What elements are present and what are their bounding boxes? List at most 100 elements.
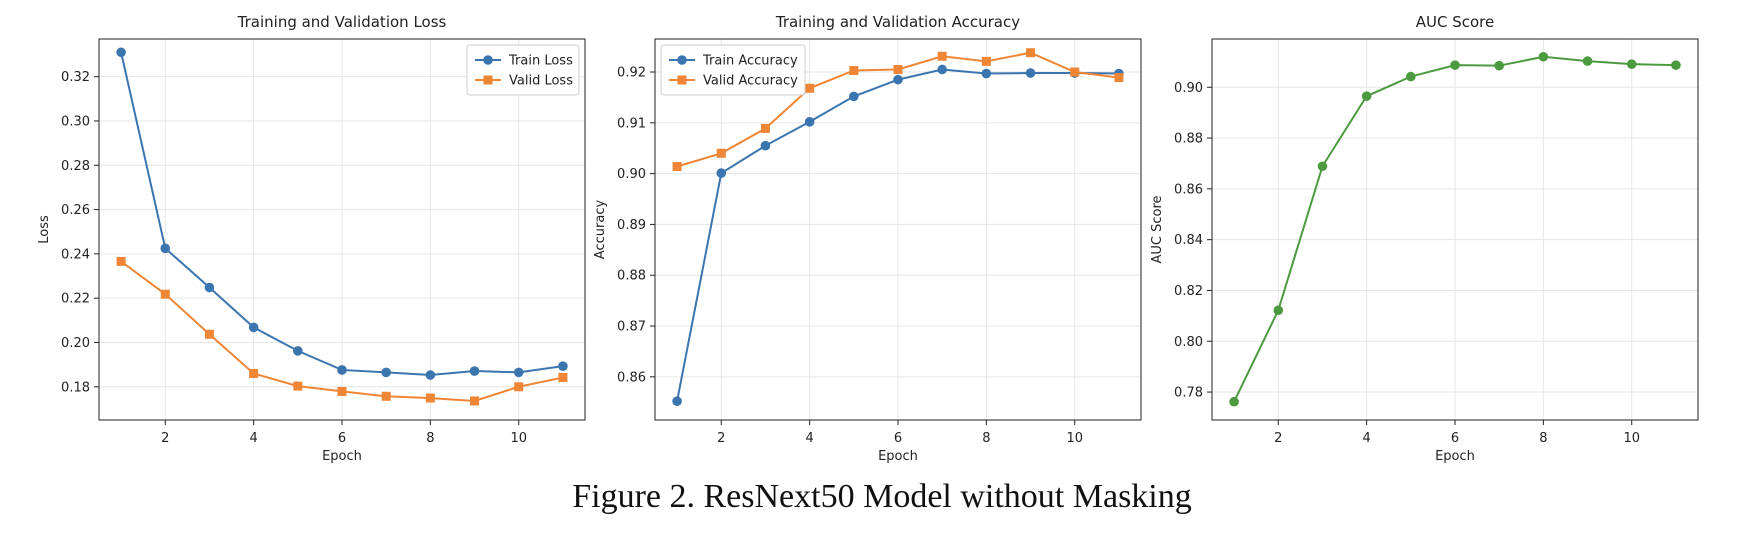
plot-frame bbox=[654, 38, 1142, 421]
data-point bbox=[1582, 56, 1593, 66]
data-point bbox=[760, 140, 771, 151]
chart-title: Training and Validation Accuracy bbox=[775, 13, 1020, 31]
y-tick-label: 0.88 bbox=[1174, 132, 1203, 147]
data-point bbox=[1494, 60, 1504, 71]
data-point bbox=[248, 322, 259, 333]
x-axis-label: Epoch bbox=[322, 449, 362, 464]
y-tick-label: 0.90 bbox=[1174, 81, 1203, 96]
data-point bbox=[514, 382, 524, 392]
legend-marker bbox=[677, 75, 687, 85]
legend-box bbox=[466, 44, 580, 96]
data-point bbox=[160, 243, 171, 254]
data-point bbox=[937, 64, 947, 75]
x-axis-label: Epoch bbox=[1435, 449, 1475, 464]
data-point bbox=[1229, 396, 1239, 407]
y-tick-label: 0.90 bbox=[617, 167, 646, 182]
data-point bbox=[804, 117, 815, 127]
data-point bbox=[160, 289, 170, 299]
x-tick-label: 6 bbox=[1451, 431, 1459, 446]
x-tick-label: 2 bbox=[717, 431, 725, 446]
y-tick-label: 0.28 bbox=[61, 159, 90, 174]
data-point bbox=[425, 393, 435, 403]
data-point bbox=[469, 366, 480, 376]
plot-frame bbox=[1211, 38, 1699, 421]
plot-frame bbox=[98, 38, 586, 421]
data-point bbox=[381, 391, 391, 401]
data-point bbox=[760, 123, 770, 133]
chart-title: Training and Validation Loss bbox=[237, 13, 447, 31]
data-point bbox=[116, 256, 126, 266]
y-tick-label: 0.82 bbox=[1174, 284, 1203, 299]
x-tick-label: 4 bbox=[249, 431, 257, 446]
data-point bbox=[1317, 161, 1328, 172]
data-point bbox=[1538, 51, 1549, 62]
chart-1: 2 4 6 8 10 0.18 0.20 0.22 0.24 0.26 0.28 0.30 0.32 Tr… bbox=[37, 13, 586, 464]
chart-title: AUC Score bbox=[1416, 13, 1495, 31]
y-tick-label: 0.24 bbox=[61, 247, 90, 262]
legend-marker bbox=[677, 55, 687, 65]
x-tick-label: 4 bbox=[1362, 431, 1370, 446]
data-point bbox=[293, 381, 303, 391]
x-tick-label: 8 bbox=[982, 431, 990, 446]
data-point bbox=[1114, 73, 1124, 83]
x-tick-label: 10 bbox=[510, 431, 527, 446]
chart-3: 2 4 6 8 10 0.78 0.80 0.82 0.84 0.86 0.88 0.90 AUC Sc… bbox=[1150, 13, 1699, 464]
y-tick-label: 0.22 bbox=[61, 292, 90, 307]
y-tick-label: 0.18 bbox=[61, 380, 90, 395]
data-point bbox=[716, 148, 726, 158]
y-tick-label: 0.89 bbox=[617, 218, 646, 233]
legend: Train Loss Valid Loss bbox=[466, 44, 580, 96]
legend: Train Accuracy Valid Accuracy bbox=[660, 44, 806, 96]
y-tick-label: 0.84 bbox=[1174, 233, 1203, 248]
legend-marker bbox=[483, 55, 493, 65]
x-axis-label: Epoch bbox=[878, 449, 918, 464]
data-point bbox=[893, 74, 903, 85]
data-point bbox=[558, 361, 568, 371]
y-tick-label: 0.91 bbox=[617, 116, 646, 131]
x-tick-label: 8 bbox=[426, 431, 434, 446]
legend-marker bbox=[483, 75, 493, 85]
data-point bbox=[381, 367, 391, 378]
data-point bbox=[1626, 59, 1637, 69]
y-axis-label: Accuracy bbox=[593, 200, 608, 260]
y-axis-label: Loss bbox=[37, 215, 52, 244]
data-point bbox=[470, 396, 480, 406]
legend-label: Train Accuracy bbox=[702, 54, 798, 69]
figure-caption: Figure 2. ResNext50 Model without Maskin… bbox=[572, 478, 1192, 515]
data-point bbox=[849, 91, 859, 102]
data-point bbox=[937, 51, 947, 61]
y-tick-label: 0.32 bbox=[61, 70, 90, 85]
legend-label: Valid Accuracy bbox=[703, 74, 798, 89]
x-tick-label: 8 bbox=[1539, 431, 1547, 446]
y-tick-label: 0.87 bbox=[617, 320, 646, 335]
data-point bbox=[1361, 91, 1372, 101]
y-tick-label: 0.80 bbox=[1174, 335, 1203, 350]
y-tick-label: 0.86 bbox=[1174, 182, 1203, 197]
data-point bbox=[204, 282, 215, 293]
data-point bbox=[1026, 48, 1036, 58]
data-point bbox=[1406, 71, 1416, 82]
y-tick-label: 0.26 bbox=[61, 203, 90, 218]
data-point bbox=[805, 83, 815, 93]
x-tick-label: 2 bbox=[1274, 431, 1282, 446]
y-tick-label: 0.20 bbox=[61, 336, 90, 351]
y-axis-label: AUC Score bbox=[1150, 195, 1165, 263]
data-point bbox=[1070, 67, 1080, 77]
data-point bbox=[981, 68, 992, 79]
data-point bbox=[716, 168, 727, 178]
y-tick-label: 0.78 bbox=[1174, 386, 1203, 401]
data-point bbox=[672, 162, 682, 172]
data-point bbox=[849, 65, 859, 75]
x-tick-label: 2 bbox=[161, 431, 169, 446]
y-tick-label: 0.86 bbox=[617, 370, 646, 385]
y-tick-label: 0.88 bbox=[617, 269, 646, 284]
legend-label: Train Loss bbox=[508, 54, 573, 69]
data-point bbox=[893, 64, 903, 74]
data-point bbox=[1450, 60, 1460, 70]
data-point bbox=[981, 56, 991, 66]
y-tick-label: 0.92 bbox=[617, 66, 646, 81]
data-point bbox=[204, 329, 214, 339]
data-point bbox=[249, 368, 259, 378]
legend-label: Valid Loss bbox=[509, 74, 573, 89]
data-point bbox=[425, 370, 436, 380]
